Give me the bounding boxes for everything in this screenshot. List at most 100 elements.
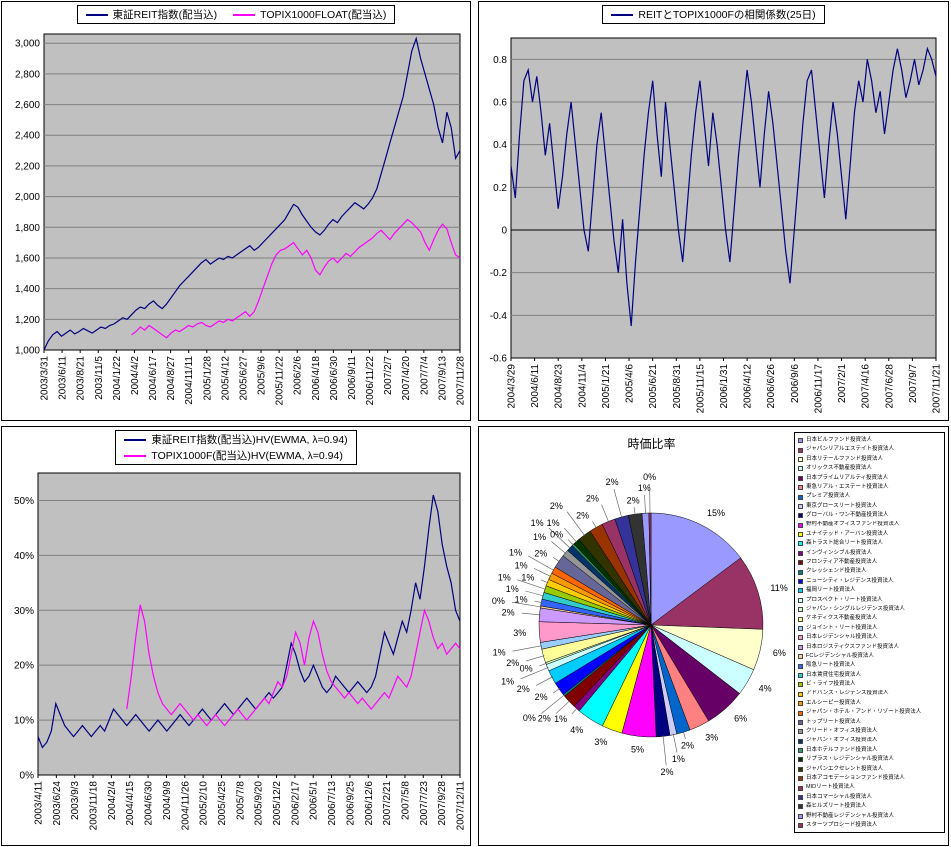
svg-text:2007/2/1: 2007/2/1 [837,364,848,403]
legend-item: ジャパン・ホテル・アンド・リゾート投資法人 [798,708,942,717]
pie-label: 1% [547,518,560,528]
svg-text:2004/8/27: 2004/8/27 [166,356,177,401]
line-sample [124,454,147,457]
legend-label: 日本ロジスティクスファンド投資法人 [806,643,900,650]
pie-label: 1% [509,548,522,558]
legend-item: クリード・オフィス投資法人 [798,727,942,736]
legend-item: 日本ロジスティクスファンド投資法人 [798,643,942,652]
pie-label: 3% [513,628,526,638]
x-axis-labels: 2003/4/11 2003/6/24 2003/9/3 2003/11/18 2004… [34,775,467,830]
svg-text:20%: 20% [14,661,34,672]
leader-line [592,521,597,529]
leader-line [571,707,578,715]
svg-text:2007/11/21: 2007/11/21 [932,364,943,414]
legend-item: プロスペクト・リート投資法人 [798,596,942,605]
svg-text:2006/12/6: 2006/12/6 [364,781,375,826]
leader-line [511,601,542,608]
pie-label: 1% [554,714,567,724]
leader-line [662,735,667,766]
svg-text:2006/6/26: 2006/6/26 [766,364,777,409]
svg-text:2004/9/9: 2004/9/9 [162,781,173,820]
svg-text:3,000: 3,000 [15,39,40,50]
svg-text:2005/11/22: 2005/11/22 [275,356,286,406]
plot-area [37,472,461,776]
svg-text:2004/2/4: 2004/2/4 [107,781,118,820]
chart-panel-market-cap: 時価比率 15% 11% 6% 4% 6% 3% 2% 1% 2% 5% 3% 4% 1% 2% 0% 2% 2… [478,426,949,846]
legend-swatch [798,682,803,688]
svg-text:2003/11/5: 2003/11/5 [94,356,105,400]
legend-item: 森ヒルズリート投資法人 [798,802,942,811]
chart-panel-volatility: 東証REIT指数(配当込)HV(EWMA, λ=0.94) TOPIX1000F… [1,426,471,846]
svg-text:2006/7/13: 2006/7/13 [327,781,338,826]
svg-text:2004/1/22: 2004/1/22 [112,356,123,401]
pie-label: 3% [705,733,718,743]
pie-legend: 日本ビルファンド投資法人 ジャパンリアルエステイト投資法人 日本リテールファンド投資… [794,432,945,834]
legend-label: スターツプロシード投資法人 [806,821,878,828]
legend-label: クリード・オフィス投資法人 [806,728,878,735]
legend-item: 野村不動産オフィスファンド投資法人 [798,521,942,530]
legend-item: 日本ビルファンド投資法人 [798,436,942,445]
legend-item: フロンティア不動産投資法人 [798,558,942,567]
pie-plot: 15%11%6%4%6%3%2%1%2%5%3%4%1%2%0%2%2%1%0%… [492,472,788,777]
svg-text:2004/4/2: 2004/4/2 [130,356,141,395]
svg-text:-0.2: -0.2 [490,268,508,279]
legend-item: ビ・ライフ投資法人 [798,680,942,689]
legend-item: ケネディクス不動産投資法人 [798,614,942,623]
legend-label: 日本レジデンシャル投資法人 [806,634,878,641]
legend-swatch [798,588,803,594]
legend-item: ジャパン・シングルレジデンス投資法人 [798,605,942,614]
svg-text:2005/12/2: 2005/12/2 [272,781,283,826]
legend-swatch [798,672,803,678]
legend-swatch [798,804,803,810]
leader-line [566,511,586,536]
svg-text:0.6: 0.6 [493,98,507,109]
legend-item: ジャパン・オフィス投資法人 [798,737,942,746]
leader-line [533,568,552,577]
legend-swatch [798,654,803,660]
legend-label: インヴィンシブル投資法人 [806,549,873,556]
x-axis-labels: 2004/3/29 2004/6/11 2004/8/23 2004/11/4 2005… [507,358,943,413]
leader-line [644,495,646,515]
leader-line [682,731,686,739]
legend-swatch [798,438,803,444]
svg-text:2006/9/6: 2006/9/6 [790,364,801,403]
y-axis-labels: 0% 10% 20% 30% 40% 50% [14,496,34,782]
pie-label: 0% [523,713,536,723]
series-line-1 [131,218,461,339]
pie-label: 2% [534,548,547,558]
leader-line [535,676,553,686]
pie-label: 2% [535,692,548,702]
svg-text:2007/4/16: 2007/4/16 [861,364,872,409]
svg-text:2005/4/25: 2005/4/25 [217,781,228,826]
legend-swatch [798,569,803,575]
legend-label: 日本プライムリアルティ投資法人 [806,474,889,481]
line-sample [85,13,108,16]
legend-swatch [798,626,803,631]
legend-label: プレミア投資法人 [806,493,851,500]
legend-item: エルシーピー投資法人 [798,699,942,708]
legend-item: スターツプロシード投資法人 [798,821,942,830]
svg-text:2007/11/28: 2007/11/28 [456,356,467,406]
legend-swatch [798,635,803,641]
leader-line [534,600,543,603]
pie-label: 2% [681,741,694,751]
legend-item: クレッシェンド投資法人 [798,567,942,576]
pie-slices [538,512,764,738]
market-cap-pie-chart: 15% 11% 6% 4% 6% 3% 2% 1% 2% 5% 3% 4% 1% 2% 0% 2% 2% 1% 0%… [479,427,948,847]
svg-text:2005/4/12: 2005/4/12 [220,356,231,401]
leader-line [613,488,623,518]
svg-text:0.2: 0.2 [493,183,507,194]
series-line-0 [510,46,937,327]
legend-swatch [798,701,803,707]
legend-item: 日本賃貸住宅投資法人 [798,671,942,680]
pie-label: 1% [493,648,506,658]
svg-text:2,000: 2,000 [15,192,40,203]
legend-item: トップリート投資法人 [798,718,942,727]
pie-label: 2% [586,493,599,503]
pie-label: 4% [570,725,583,735]
legend-swatch [798,766,803,772]
legend-swatch [798,597,803,603]
pie-slice [650,557,764,630]
legend-swatch [798,785,803,791]
legend-label: MIDリート投資法人 [806,784,855,791]
